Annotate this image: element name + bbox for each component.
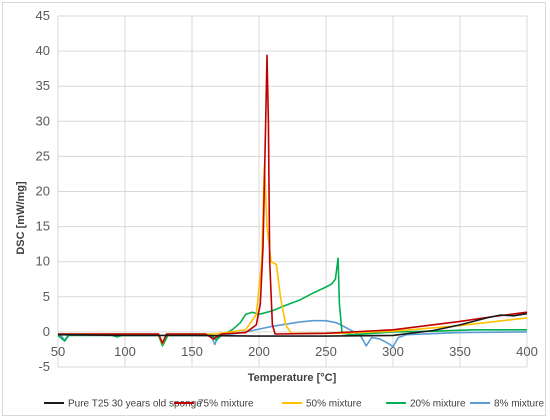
gridlines <box>57 15 528 368</box>
y-tick-label: 25 <box>36 148 50 163</box>
x-axis-label: Temperature [°C] <box>248 372 337 384</box>
y-tick-label: 30 <box>36 113 50 128</box>
y-tick-label: 5 <box>43 289 50 304</box>
y-tick-label: 35 <box>36 78 50 93</box>
y-tick-label: 45 <box>36 8 50 23</box>
legend-label: Pure T25 30 years old sponge <box>68 399 202 410</box>
x-tick-label: 150 <box>181 344 203 359</box>
x-tick-label: 100 <box>114 344 136 359</box>
y-tick-label: 15 <box>36 219 50 234</box>
legend-label: 75% mixture <box>198 399 254 410</box>
y-tick-label: 0 <box>43 324 50 339</box>
y-tick-label: 20 <box>36 184 50 199</box>
y-axis-label: DSC [mW/mg] <box>15 181 27 255</box>
x-tick-label: 400 <box>516 344 538 359</box>
x-tick-label: 300 <box>382 344 404 359</box>
series-lines <box>57 54 528 348</box>
series-line <box>58 54 528 344</box>
x-tick-label: 350 <box>449 344 471 359</box>
y-tick-label: -5 <box>38 359 50 374</box>
x-tick-label: 250 <box>315 344 337 359</box>
legend-label: 20% mixture <box>410 399 466 410</box>
series-line <box>57 312 528 337</box>
legend-label: 8% mixture <box>494 399 544 410</box>
x-tick-label: 200 <box>248 344 270 359</box>
chart-frame <box>2 2 546 416</box>
x-tick-labels: 50 100 150 200 250 300 350 400 <box>51 344 538 359</box>
x-tick-label: 50 <box>51 344 65 359</box>
y-tick-label: 40 <box>36 43 50 58</box>
y-tick-labels: -5 0 5 10 15 20 25 30 35 40 45 <box>36 8 50 374</box>
legend-label: 50% mixture <box>306 399 362 410</box>
y-tick-label: 10 <box>36 254 50 269</box>
